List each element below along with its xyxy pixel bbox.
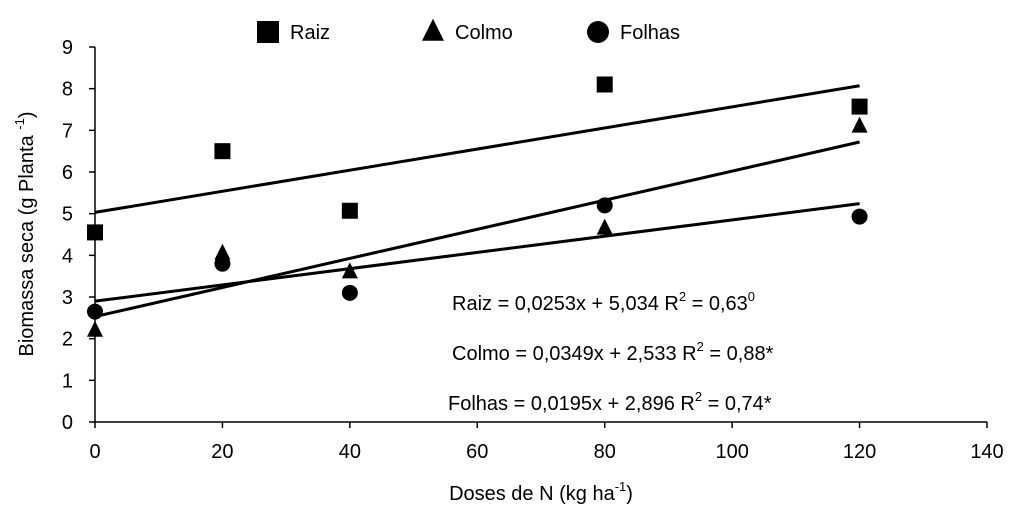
marker-circle (87, 303, 103, 320)
x-tick-label: 60 (466, 441, 488, 463)
y-tick-label: 8 (62, 79, 73, 101)
annotation-sup: 0 (748, 289, 755, 304)
annotation-sup: 2 (695, 389, 702, 404)
annotation-text: = 0,88* (704, 343, 774, 365)
marker-square (596, 76, 613, 93)
x-tick-label: 20 (211, 441, 233, 463)
marker-circle (596, 197, 613, 214)
y-tick-label: 1 (62, 370, 73, 392)
annotation-text: Raiz = 0,0253x + 5,034 R (452, 293, 679, 315)
marker-triangle (596, 218, 613, 235)
marker-square (341, 202, 358, 219)
annotation: Folhas = 0,0195x + 2,896 R2 = 0,74* (448, 389, 772, 415)
marker-triangle (851, 116, 868, 133)
y-label-text: Biomassa seca (g Planta (16, 130, 38, 357)
marker-triangle (341, 262, 358, 279)
marker-triangle (422, 18, 444, 41)
marker-circle (214, 255, 231, 272)
x-tick-label: 0 (89, 441, 100, 463)
y-tick-label: 3 (62, 287, 73, 309)
x-axis-label: Doses de N (kg ha-1) (449, 479, 633, 505)
marker-circle (587, 21, 609, 43)
x-tick-label: 40 (339, 441, 361, 463)
y-tick-label: 7 (62, 120, 73, 142)
legend-label: Folhas (620, 22, 680, 44)
marker-circle (341, 284, 358, 301)
marker-square (257, 21, 279, 43)
trend-line (94, 84, 860, 214)
x-tick-label: 120 (843, 441, 876, 463)
y-tick-label: 9 (62, 37, 73, 59)
trend-line (94, 140, 860, 319)
marker-triangle (87, 320, 103, 337)
annotation-sup: 2 (679, 289, 686, 304)
legend-label: Colmo (455, 22, 513, 44)
marker-square (851, 98, 868, 115)
y-axis-label: Biomassa seca (g Planta -1) (12, 111, 38, 356)
annotation: Raiz = 0,0253x + 5,034 R2 = 0,630 (452, 289, 755, 315)
annotation-text: = 0,74* (702, 393, 772, 415)
x-tick-label: 140 (970, 441, 1003, 463)
annotation-text: Colmo = 0,0349x + 2,533 R (452, 343, 697, 365)
y-label-end: ) (16, 111, 38, 118)
x-tick-label: 100 (715, 441, 748, 463)
annotation: Colmo = 0,0349x + 2,533 R2 = 0,88* (452, 339, 774, 365)
y-tick-label: 5 (62, 204, 73, 226)
x-label-end: ) (626, 483, 633, 505)
legend-label: Raiz (290, 22, 330, 44)
marker-square (214, 143, 231, 160)
y-tick-label: 4 (62, 245, 73, 267)
annotation-sup: 2 (697, 339, 704, 354)
x-tick-label: 80 (594, 441, 616, 463)
y-tick-label: 0 (62, 412, 73, 434)
marker-circle (851, 208, 868, 225)
x-label-text: Doses de N (kg ha (449, 483, 616, 505)
marker-triangle (214, 243, 231, 260)
y-label-sup: -1 (12, 118, 27, 130)
y-tick-label: 2 (62, 329, 73, 351)
x-label-sup: -1 (615, 479, 627, 494)
y-tick-label: 6 (62, 162, 73, 184)
marker-square (87, 224, 103, 241)
annotation-text: = 0,63 (686, 293, 748, 315)
annotation-text: Folhas = 0,0195x + 2,896 R (448, 393, 695, 415)
trend-line (94, 202, 860, 303)
